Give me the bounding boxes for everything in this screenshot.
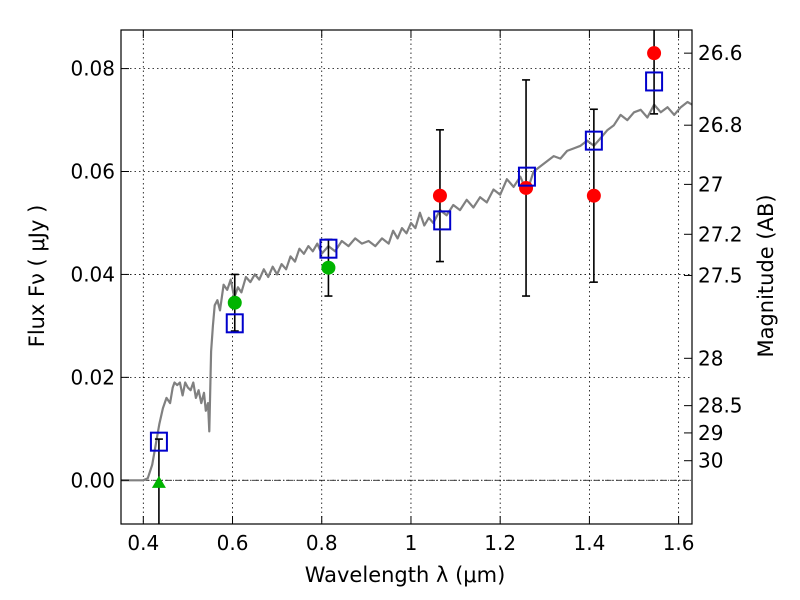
- model-photometry-point: [517, 166, 536, 187]
- model-photometry-point: [149, 431, 168, 452]
- nir-detection-point: [519, 180, 534, 195]
- right-tick-label: 28: [698, 346, 723, 370]
- errorbar-layer: [154, 30, 659, 524]
- nir-detection-point: [432, 188, 447, 203]
- right-tick-label: 29: [698, 421, 723, 445]
- y-tick-label: 0.06: [70, 160, 115, 184]
- x-tick-label: 1.6: [663, 531, 695, 555]
- model-spectrum-layer: [121, 100, 692, 482]
- model-photometry-point: [584, 130, 603, 151]
- y-axis-label-right: Magnitude (AB): [754, 194, 778, 357]
- model-photometry-point: [225, 313, 244, 334]
- y-tick-label: 0.02: [70, 365, 115, 389]
- x-tick-label: 1: [405, 531, 418, 555]
- x-tick-label: 1.4: [573, 531, 605, 555]
- nir-detection-point: [647, 46, 662, 61]
- model-photometry-point: [319, 238, 338, 259]
- tick-labels: 0.4 0.6 0.8 1 1.2 1.4 1.6 0.00 0.02 0.04 0.06 0.08 2…: [70, 41, 742, 555]
- right-tick-label: 28.5: [698, 394, 743, 418]
- y-tick-label: 0.04: [70, 262, 115, 286]
- x-tick-label: 0.4: [127, 531, 159, 555]
- model-photometry-point: [645, 71, 664, 92]
- right-tick-label: 27.2: [698, 222, 743, 246]
- marker-layer: [149, 46, 664, 488]
- right-tick-label: 27.5: [698, 263, 743, 287]
- right-tick-label: 30: [698, 449, 723, 473]
- x-tick-label: 0.8: [306, 531, 338, 555]
- y-tick-label: 0.08: [70, 57, 115, 81]
- x-tick-label: 1.2: [484, 531, 516, 555]
- plot-frame: [120, 29, 693, 525]
- right-tick-label: 27: [698, 172, 723, 196]
- y-tick-label: 0.00: [70, 468, 115, 492]
- right-tick-label: 26.8: [698, 113, 743, 137]
- nir-detection-point: [586, 188, 601, 203]
- optical-detection-point: [227, 295, 242, 310]
- optical-upper-limit-point: [151, 475, 166, 488]
- x-tick-label: 0.6: [217, 531, 249, 555]
- y-axis-label-left: Flux Fν ( μJy ): [25, 205, 49, 348]
- x-axis-label: Wavelength λ (μm): [305, 563, 506, 587]
- model-photometry-point: [433, 210, 452, 231]
- model-spectrum-line: [121, 100, 692, 482]
- right-tick-label: 26.6: [698, 41, 743, 65]
- axes: [120, 29, 693, 525]
- grid: [121, 30, 692, 524]
- optical-detection-point: [321, 260, 336, 275]
